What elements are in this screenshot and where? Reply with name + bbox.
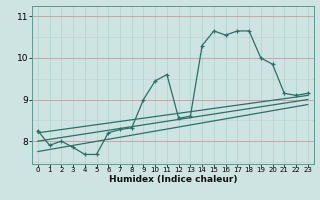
X-axis label: Humidex (Indice chaleur): Humidex (Indice chaleur) bbox=[108, 175, 237, 184]
